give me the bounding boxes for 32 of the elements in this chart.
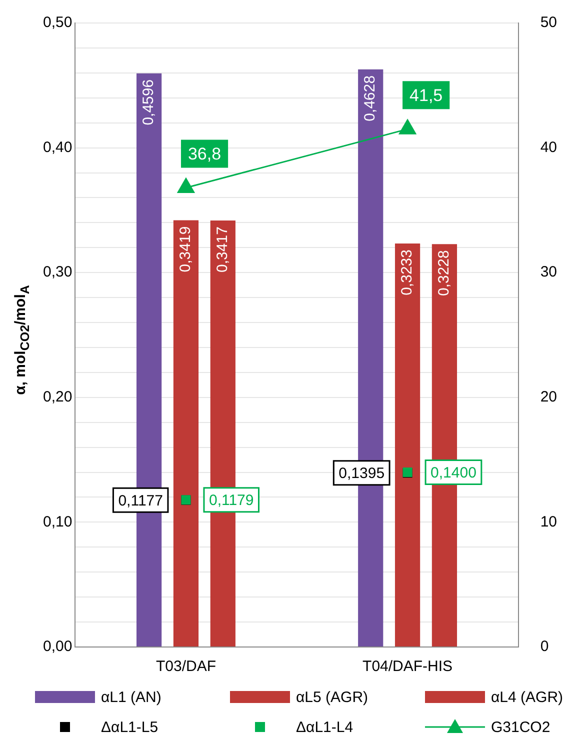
legend-label: αL4 (AGR) bbox=[491, 689, 564, 706]
y2-tick-label: 40 bbox=[540, 138, 558, 156]
y-tick-label: 0,10 bbox=[42, 513, 72, 530]
legend-label: ΔαL1-L4 bbox=[296, 719, 354, 736]
data-label: 0,4628 bbox=[362, 75, 379, 122]
data-label: 0,1395 bbox=[338, 465, 385, 482]
data-label: 0,4596 bbox=[140, 79, 158, 126]
y-tick-label: 0,20 bbox=[42, 388, 72, 406]
legend-label: αL1 (AN) bbox=[101, 689, 162, 706]
data-label: 0,3233 bbox=[398, 250, 416, 296]
y2-tick-label: 0 bbox=[540, 638, 549, 656]
legend-label: αL5 (AGR) bbox=[296, 689, 368, 706]
y-tick-label: 0,40 bbox=[42, 138, 72, 156]
data-label: 0,3417 bbox=[214, 226, 232, 272]
y2-tick-label: 30 bbox=[540, 264, 558, 281]
y-tick-label: 0,00 bbox=[42, 638, 72, 656]
legend-label: ΔαL1-L5 bbox=[101, 719, 158, 736]
data-label: 0,1179 bbox=[208, 492, 254, 509]
legend-label: G31CO2 bbox=[491, 719, 550, 736]
y2-tick-label: 10 bbox=[540, 513, 558, 530]
data-label: 0,1177 bbox=[118, 492, 163, 510]
data-label: 0,3228 bbox=[436, 250, 453, 296]
data-label: 41,5 bbox=[410, 86, 443, 105]
y-tick-label: 0,30 bbox=[42, 264, 72, 281]
y-tick-label: 0,50 bbox=[42, 14, 72, 32]
data-label: 0,1400 bbox=[430, 464, 476, 482]
y2-tick-label: 50 bbox=[540, 14, 558, 32]
x-tick-label: T03/DAF bbox=[156, 658, 216, 676]
data-label: 36,8 bbox=[188, 144, 222, 164]
data-label: 0,3419 bbox=[177, 226, 194, 272]
x-tick-label: T04/DAF-HIS bbox=[362, 658, 453, 676]
y2-tick-label: 20 bbox=[540, 388, 558, 406]
